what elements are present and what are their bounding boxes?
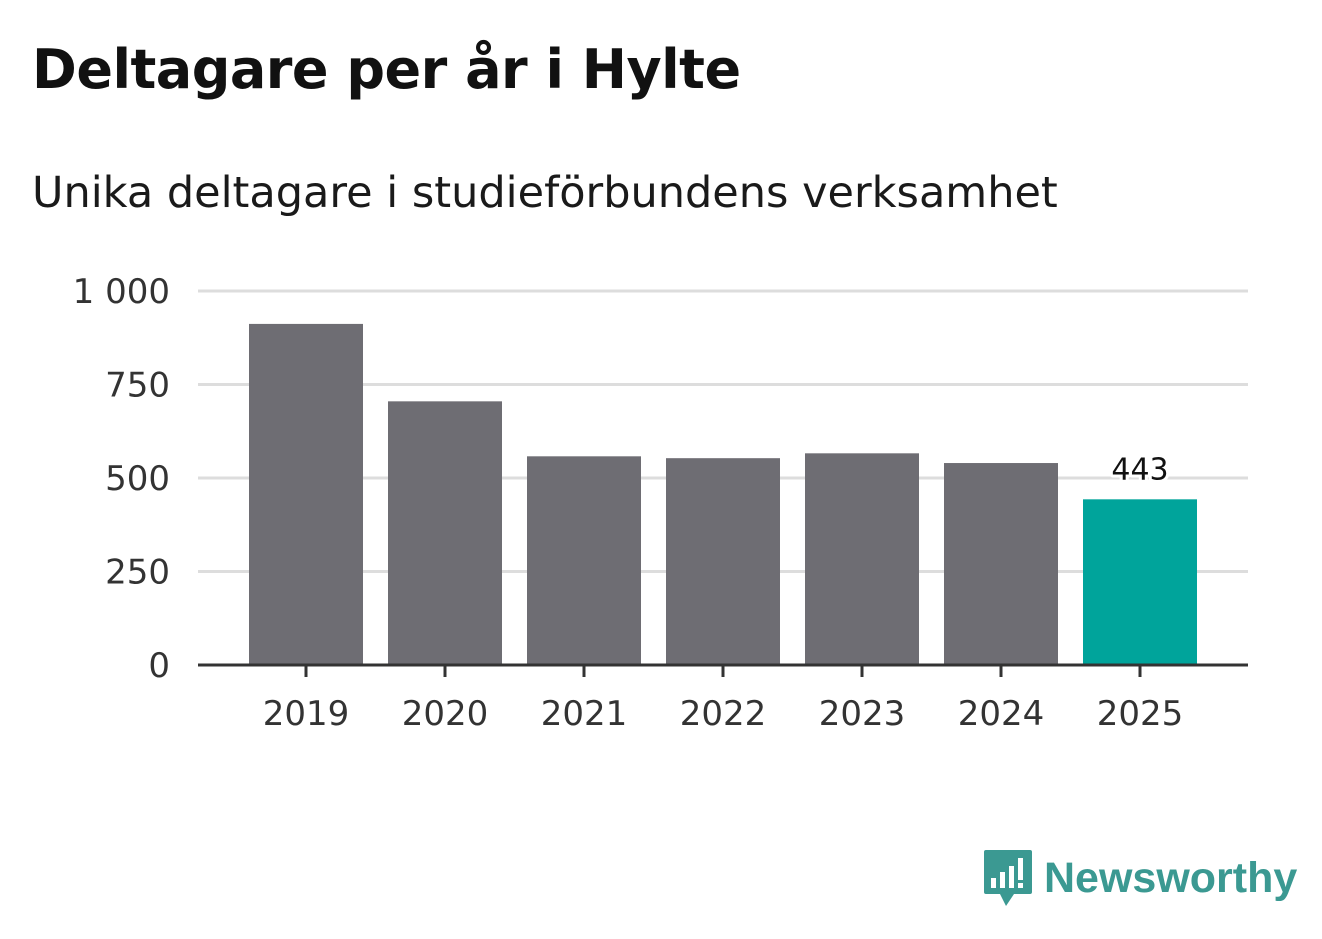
newsworthy-icon xyxy=(984,850,1032,906)
y-tick-label: 500 xyxy=(105,459,170,499)
bar-2023 xyxy=(805,453,919,665)
x-tick-label: 2022 xyxy=(680,694,767,734)
x-tick-label: 2020 xyxy=(402,694,489,734)
x-tick-label: 2023 xyxy=(819,694,906,734)
y-tick-label: 0 xyxy=(148,646,170,686)
data-label: 443 xyxy=(1111,452,1168,487)
bar-2019 xyxy=(249,323,363,665)
brand-name: Newsworthy xyxy=(1044,853,1298,902)
bar-2021 xyxy=(527,456,641,665)
x-tick-label: 2024 xyxy=(958,694,1045,734)
y-tick-label: 750 xyxy=(105,366,170,406)
bar-2024 xyxy=(944,463,1058,665)
newsworthy-logo: Newsworthy xyxy=(982,848,1297,908)
x-tick-label: 2021 xyxy=(541,694,628,734)
x-tick-label: 2025 xyxy=(1097,694,1184,734)
chart-subtitle: Unika deltagare i studieförbundens verks… xyxy=(32,168,1058,218)
bar-2025 xyxy=(1083,499,1197,665)
x-tick-label: 2019 xyxy=(263,694,350,734)
bar-2022 xyxy=(666,458,780,665)
chart-title: Deltagare per år i Hylte xyxy=(32,38,741,101)
y-tick-label: 250 xyxy=(105,553,170,593)
bar-2020 xyxy=(388,401,502,665)
y-tick-label: 1 000 xyxy=(73,272,170,312)
